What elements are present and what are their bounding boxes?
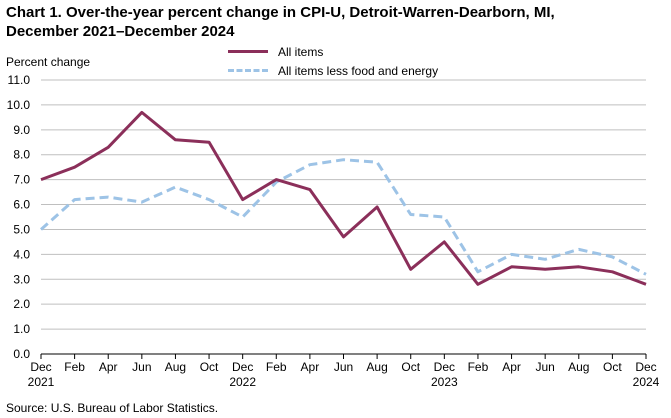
legend-label-core: All items less food and energy bbox=[278, 63, 439, 78]
x-tick-label-12: Dec bbox=[434, 360, 455, 374]
y-tick-label-3.0: 3.0 bbox=[13, 272, 30, 286]
x-tick-label-3: Jun bbox=[132, 360, 151, 374]
x-tick-label-13: Feb bbox=[468, 360, 489, 374]
x-tick-label-18: Dec bbox=[635, 360, 656, 374]
x-tick-label-2: Apr bbox=[99, 360, 118, 374]
legend-item-core: All items less food and energy bbox=[228, 61, 438, 80]
x-year-label-2022: 2022 bbox=[229, 375, 256, 389]
legend-label-all-items: All items bbox=[278, 44, 324, 59]
x-tick-label-8: Apr bbox=[301, 360, 320, 374]
x-tick-label-10: Aug bbox=[366, 360, 387, 374]
y-tick-label-9.0: 9.0 bbox=[13, 123, 30, 137]
legend-swatch-all-items bbox=[228, 50, 268, 53]
legend-item-all-items: All items bbox=[228, 42, 438, 61]
x-tick-label-7: Feb bbox=[266, 360, 287, 374]
series-line-core bbox=[40, 158, 647, 276]
x-tick-label-5: Oct bbox=[200, 360, 219, 374]
y-tick-label-1.0: 1.0 bbox=[13, 322, 30, 336]
y-tick-label-10.0: 10.0 bbox=[7, 98, 31, 112]
x-tick-label-11: Oct bbox=[401, 360, 420, 374]
x-tick-label-17: Oct bbox=[603, 360, 622, 374]
x-tick-label-4: Aug bbox=[165, 360, 186, 374]
x-tick-label-0: Dec bbox=[30, 360, 51, 374]
x-tick-label-6: Dec bbox=[232, 360, 253, 374]
y-tick-label-7.0: 7.0 bbox=[13, 173, 30, 187]
x-year-label-2023: 2023 bbox=[431, 375, 458, 389]
y-tick-label-11.0: 11.0 bbox=[8, 73, 31, 87]
series-line-all-items bbox=[40, 110, 647, 286]
y-tick-label-0.0: 0.0 bbox=[13, 347, 30, 361]
y-tick-label-4.0: 4.0 bbox=[13, 247, 30, 261]
source-note: Source: U.S. Bureau of Labor Statistics. bbox=[6, 401, 219, 415]
series-lines bbox=[40, 110, 647, 286]
y-tick-label-5.0: 5.0 bbox=[13, 222, 30, 236]
axes bbox=[40, 353, 647, 359]
legend-swatch-core bbox=[228, 69, 268, 72]
y-axis-label: Percent change bbox=[6, 55, 91, 69]
x-tick-label-15: Jun bbox=[535, 360, 554, 374]
x-tick-label-9: Jun bbox=[334, 360, 353, 374]
x-year-label-2021: 2021 bbox=[28, 375, 55, 389]
y-tick-label-6.0: 6.0 bbox=[13, 198, 30, 212]
x-tick-label-14: Apr bbox=[502, 360, 521, 374]
y-tick-label-8.0: 8.0 bbox=[13, 148, 30, 162]
chart-title: Chart 1. Over-the-year percent change in… bbox=[6, 4, 555, 40]
y-tick-labels: 0.0 1.0 2.0 3.0 4.0 5.0 6.0 7.0 8.0 9.0 10.0 11.0 bbox=[7, 73, 31, 361]
x-tick-label-1: Feb bbox=[64, 360, 85, 374]
x-year-label-2024: 2024 bbox=[633, 375, 660, 389]
legend: All items All items less food and energy bbox=[228, 42, 438, 80]
gridlines bbox=[41, 79, 646, 330]
y-tick-label-2.0: 2.0 bbox=[13, 297, 30, 311]
x-tick-label-16: Aug bbox=[568, 360, 589, 374]
